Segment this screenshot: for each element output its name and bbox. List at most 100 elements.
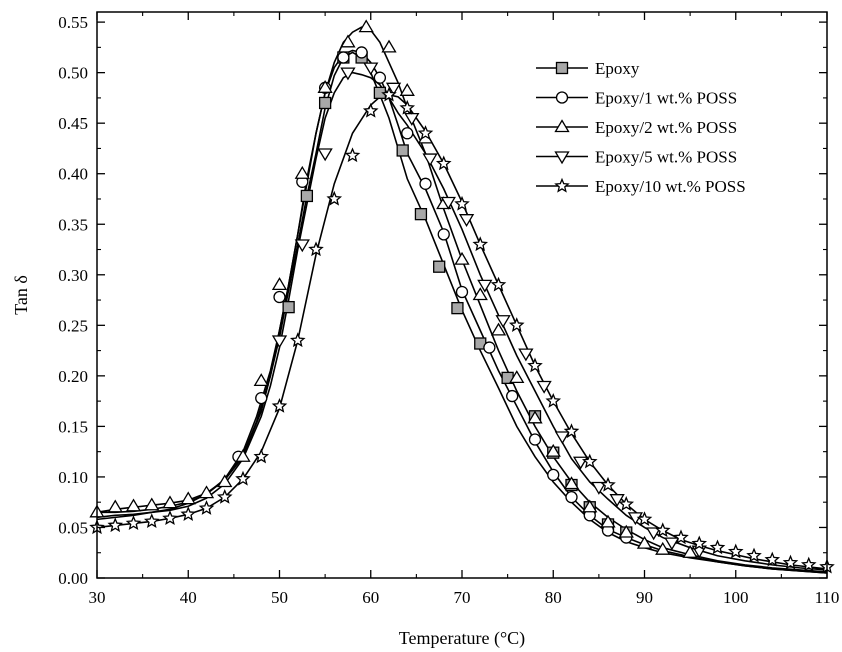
series-5-marker [800, 556, 817, 572]
series-5-marker [618, 496, 635, 511]
series-5-marker [435, 155, 452, 171]
series-5-marker [162, 510, 178, 526]
series-4-marker [317, 148, 333, 162]
series-3-marker [198, 485, 215, 499]
y-tick-label: 0.45 [58, 114, 88, 133]
marker-layer [89, 19, 835, 574]
series-5-marker [235, 470, 251, 486]
series-5-marker [508, 317, 525, 332]
series-1-marker [396, 144, 409, 157]
series-1-marker [318, 96, 332, 110]
series-2-marker [506, 389, 519, 403]
series-3-marker [655, 541, 671, 555]
series-4-marker [363, 62, 379, 76]
series-4-marker [591, 481, 607, 495]
series-4-marker [609, 494, 625, 507]
series-5-marker [545, 392, 562, 408]
legend-label: Epoxy/5 wt.% POSS [595, 148, 737, 167]
series-2-marker [483, 341, 496, 354]
series-4-marker [422, 153, 438, 167]
series-5-marker [381, 86, 397, 102]
series-3-marker [618, 524, 634, 538]
series-1-marker [451, 301, 464, 315]
legend-label: Epoxy/1 wt.% POSS [595, 89, 737, 108]
series-5-marker [654, 522, 671, 538]
series-3-marker [217, 474, 233, 488]
legend-label: Epoxy [595, 59, 640, 78]
series-3-marker [636, 535, 653, 549]
x-tick-label: 80 [545, 588, 562, 607]
series-2-marker [565, 490, 578, 504]
series-3-marker [582, 499, 598, 513]
tick-layer: 30 40 50 60 70 80 90 100 110 0.00 0.05 0.10 0.15 0.20… [58, 12, 839, 607]
series-3-marker [490, 322, 507, 336]
series-4-marker [495, 315, 511, 329]
series-3-marker [253, 373, 269, 387]
series-5-marker [216, 488, 233, 504]
series-5-marker [362, 102, 379, 118]
series-3-marker [399, 83, 415, 96]
series-3-marker [527, 410, 543, 424]
series-2-marker [255, 391, 268, 405]
legend-marker [554, 151, 570, 165]
series-3-marker [600, 514, 616, 528]
series-4-marker [271, 335, 288, 349]
series-3-marker [107, 499, 123, 513]
series-5-marker [746, 547, 762, 563]
x-tick-label: 40 [180, 588, 197, 607]
legend: Epoxy Epoxy/1 wt.% POSS Epoxy/2 wt.% POSS E… [536, 59, 746, 196]
series-2-marker [528, 433, 542, 446]
series-2-marker [373, 71, 387, 84]
series-4-marker [440, 196, 456, 210]
series-2-marker [419, 177, 432, 190]
series-5-marker [107, 517, 124, 533]
series-5-marker [490, 276, 507, 292]
series-5-marker [709, 539, 726, 555]
series-4-marker [664, 537, 680, 551]
series-4-marker [572, 456, 589, 470]
series-1-marker [433, 260, 446, 273]
y-tick-label: 0.55 [58, 13, 88, 32]
legend-label: Epoxy/10 wt.% POSS [595, 177, 746, 196]
series-5-marker [636, 511, 653, 527]
series-3-marker [682, 544, 698, 558]
series-3-marker [454, 251, 470, 265]
series-4-marker [385, 82, 402, 96]
series-3-marker [563, 476, 580, 490]
series-3-marker [162, 495, 178, 509]
y-axis-title: Tan δ [11, 275, 31, 315]
y-tick-label: 0.25 [58, 316, 88, 335]
series-1-marker [414, 207, 428, 221]
legend-marker [554, 119, 570, 133]
series-5-marker [180, 506, 197, 521]
series-2-marker [437, 228, 450, 241]
series-2-marker [337, 51, 350, 64]
series-5-marker [399, 99, 416, 115]
series-5-marker [563, 423, 580, 439]
y-tick-label: 0.40 [58, 165, 88, 184]
series-3-marker [125, 498, 142, 512]
y-tick-label: 0.05 [58, 518, 88, 537]
series-5-marker [782, 554, 799, 570]
x-tick-label: 90 [636, 588, 653, 607]
series-1-marker [300, 189, 314, 203]
x-tick-label: 30 [89, 588, 106, 607]
series-4-marker [518, 348, 534, 362]
series-3-marker [180, 491, 196, 505]
series-5-marker [143, 513, 160, 529]
y-tick-label: 0.15 [58, 417, 88, 436]
x-axis-title: Temperature (°C) [399, 628, 525, 649]
series-5-marker [326, 190, 343, 206]
series-5-marker [691, 535, 708, 551]
series-3-marker [509, 370, 525, 384]
series-3-marker [472, 287, 488, 301]
legend-marker [555, 61, 569, 75]
series-3-marker [317, 80, 333, 93]
y-tick-label: 0.50 [58, 64, 88, 83]
series-2-marker [355, 46, 368, 59]
series-4-marker [554, 431, 571, 445]
x-tick-label: 110 [815, 588, 840, 607]
series-4-marker [340, 67, 356, 81]
